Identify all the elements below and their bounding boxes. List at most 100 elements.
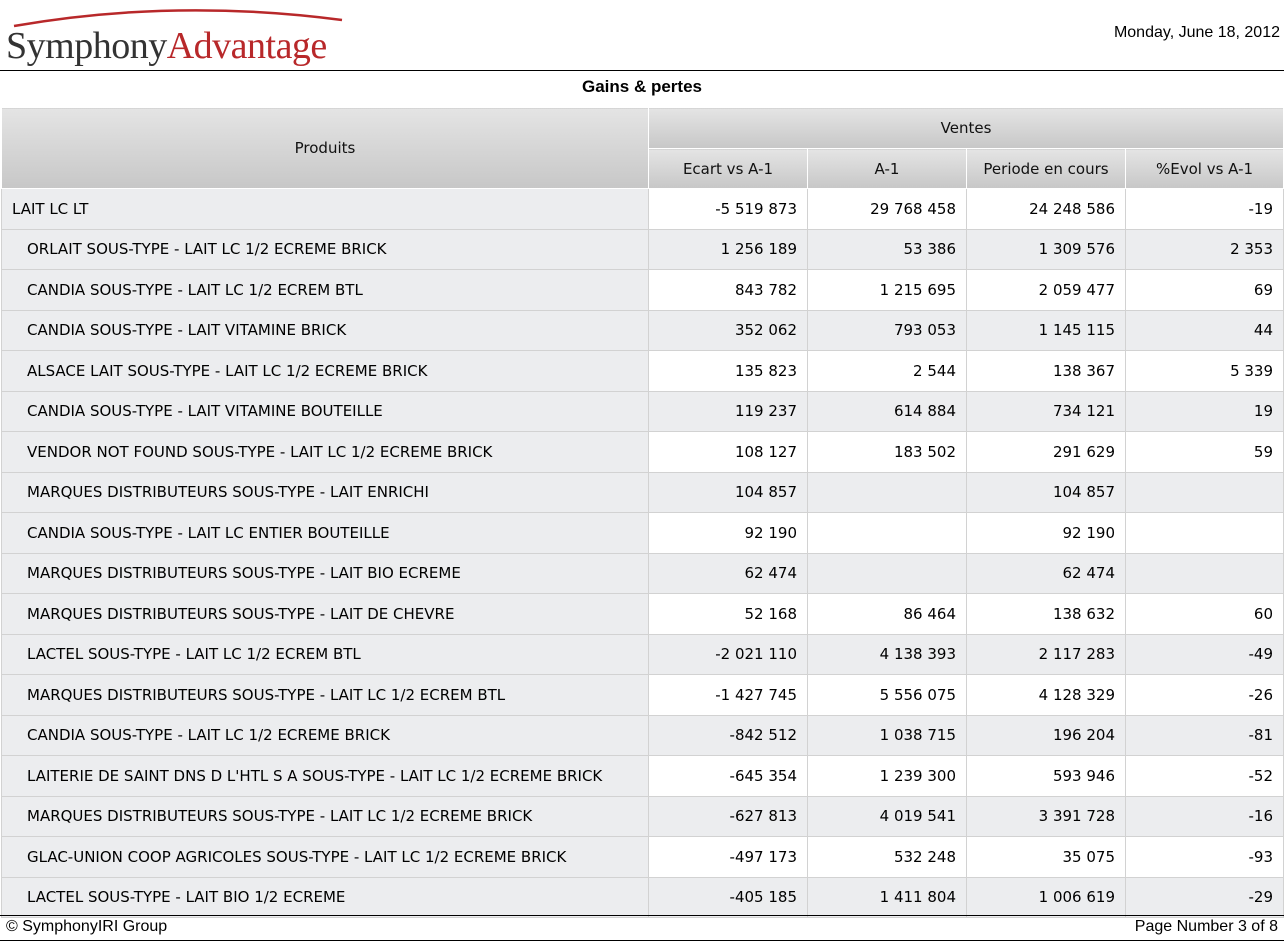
column-header-periode[interactable]: Periode en cours (966, 148, 1126, 189)
report-footer: © SymphonyIRI Group Page Number 3 of 8 (0, 915, 1284, 941)
ecart-cell: 843 782 (648, 269, 808, 311)
a1-cell (807, 552, 967, 594)
copyright-text: © SymphonyIRI Group (6, 918, 168, 935)
evol-cell (1124, 471, 1284, 513)
evol-cell: -93 (1124, 836, 1284, 878)
a1-cell: 4 019 541 (807, 795, 967, 837)
ecart-cell: 62 474 (648, 552, 808, 594)
report-title: Gains & pertes (582, 77, 702, 96)
ecart-cell: -627 813 (648, 795, 808, 837)
periode-cell: 138 632 (966, 593, 1126, 635)
a1-cell: 53 386 (807, 228, 967, 270)
periode-cell: 2 059 477 (966, 269, 1126, 311)
ecart-cell: 108 127 (648, 431, 808, 473)
report-header: SymphonyAdvantage Monday, June 18, 2012 (0, 0, 1284, 71)
a1-cell: 5 556 075 (807, 674, 967, 716)
ecart-cell: 135 823 (648, 350, 808, 392)
product-name-cell: LACTEL SOUS-TYPE - LAIT BIO 1/2 ECREME (1, 876, 649, 918)
product-name-cell: MARQUES DISTRIBUTEURS SOUS-TYPE - LAIT L… (1, 795, 649, 837)
evol-cell: -16 (1124, 795, 1284, 837)
a1-cell: 1 038 715 (807, 714, 967, 756)
table-row[interactable]: CANDIA SOUS-TYPE - LAIT LC ENTIER BOUTEI… (1, 512, 1284, 554)
page-number: Page Number 3 of 8 (1134, 918, 1278, 935)
table-row[interactable]: GLAC-UNION COOP AGRICOLES SOUS-TYPE - LA… (1, 836, 1284, 878)
evol-cell: -19 (1124, 188, 1284, 230)
column-header-evol[interactable]: %Evol vs A-1 (1124, 148, 1284, 189)
ecart-cell: 119 237 (648, 390, 808, 432)
table-row[interactable]: MARQUES DISTRIBUTEURS SOUS-TYPE - LAIT E… (1, 471, 1284, 513)
ecart-cell: -842 512 (648, 714, 808, 756)
a1-cell: 1 215 695 (807, 269, 967, 311)
product-name-cell: LAIT LC LT (1, 188, 649, 230)
product-name-cell: LAITERIE DE SAINT DNS D L'HTL S A SOUS-T… (1, 755, 649, 797)
ecart-cell: 352 062 (648, 309, 808, 351)
periode-cell: 734 121 (966, 390, 1126, 432)
table-row[interactable]: CANDIA SOUS-TYPE - LAIT LC 1/2 ECREM BTL… (1, 269, 1284, 311)
table-row[interactable]: CANDIA SOUS-TYPE - LAIT VITAMINE BRICK 35… (1, 309, 1284, 351)
a1-cell: 2 544 (807, 350, 967, 392)
evol-cell (1124, 552, 1284, 594)
periode-cell: 2 117 283 (966, 633, 1126, 675)
product-name-cell: CANDIA SOUS-TYPE - LAIT VITAMINE BOUTEIL… (1, 390, 649, 432)
ecart-cell: -1 427 745 (648, 674, 808, 716)
table-row[interactable]: MARQUES DISTRIBUTEURS SOUS-TYPE - LAIT L… (1, 795, 1284, 837)
logo-wordmark: SymphonyAdvantage (6, 24, 327, 68)
table-row[interactable]: CANDIA SOUS-TYPE - LAIT VITAMINE BOUTEIL… (1, 390, 1284, 432)
product-name-cell: CANDIA SOUS-TYPE - LAIT LC 1/2 ECREM BTL (1, 269, 649, 311)
periode-cell: 4 128 329 (966, 674, 1126, 716)
ecart-cell: 104 857 (648, 471, 808, 513)
a1-cell: 614 884 (807, 390, 967, 432)
product-name-cell: MARQUES DISTRIBUTEURS SOUS-TYPE - LAIT L… (1, 674, 649, 716)
periode-cell: 196 204 (966, 714, 1126, 756)
periode-cell: 3 391 728 (966, 795, 1126, 837)
a1-cell: 86 464 (807, 593, 967, 635)
product-name-cell: MARQUES DISTRIBUTEURS SOUS-TYPE - LAIT E… (1, 471, 649, 513)
ecart-cell: 92 190 (648, 512, 808, 554)
ecart-cell: -2 021 110 (648, 633, 808, 675)
ecart-cell: 52 168 (648, 593, 808, 635)
table-row[interactable]: LACTEL SOUS-TYPE - LAIT LC 1/2 ECREM BTL… (1, 633, 1284, 675)
a1-cell: 29 768 458 (807, 188, 967, 230)
column-header-produits[interactable]: Produits (1, 107, 649, 189)
evol-cell: -26 (1124, 674, 1284, 716)
a1-cell (807, 471, 967, 513)
periode-cell: 593 946 (966, 755, 1126, 797)
a1-cell: 183 502 (807, 431, 967, 473)
product-name-cell: LACTEL SOUS-TYPE - LAIT LC 1/2 ECREM BTL (1, 633, 649, 675)
periode-cell: 1 145 115 (966, 309, 1126, 351)
table-row[interactable]: MARQUES DISTRIBUTEURS SOUS-TYPE - LAIT L… (1, 674, 1284, 716)
table-row[interactable]: VENDOR NOT FOUND SOUS-TYPE - LAIT LC 1/2… (1, 431, 1284, 473)
table-row[interactable]: LAITERIE DE SAINT DNS D L'HTL S A SOUS-T… (1, 755, 1284, 797)
product-name-cell: MARQUES DISTRIBUTEURS SOUS-TYPE - LAIT D… (1, 593, 649, 635)
logo-advantage: Advantage (166, 25, 328, 67)
table-row[interactable]: ORLAIT SOUS-TYPE - LAIT LC 1/2 ECREME BR… (1, 228, 1284, 270)
evol-cell (1124, 512, 1284, 554)
table-row[interactable]: MARQUES DISTRIBUTEURS SOUS-TYPE - LAIT D… (1, 593, 1284, 635)
periode-cell: 92 190 (966, 512, 1126, 554)
a1-cell (807, 512, 967, 554)
product-name-cell: ORLAIT SOUS-TYPE - LAIT LC 1/2 ECREME BR… (1, 228, 649, 270)
evol-cell: -52 (1124, 755, 1284, 797)
a1-cell: 1 411 804 (807, 876, 967, 918)
a1-cell: 532 248 (807, 836, 967, 878)
ecart-cell: 1 256 189 (648, 228, 808, 270)
table-row[interactable]: ALSACE LAIT SOUS-TYPE - LAIT LC 1/2 ECRE… (1, 350, 1284, 392)
evol-cell: -81 (1124, 714, 1284, 756)
gains-losses-table: Produits Ventes Ecart vs A-1 A-1 Periode… (1, 107, 1284, 918)
product-name-cell: VENDOR NOT FOUND SOUS-TYPE - LAIT LC 1/2… (1, 431, 649, 473)
product-name-cell: MARQUES DISTRIBUTEURS SOUS-TYPE - LAIT B… (1, 552, 649, 594)
column-header-a1[interactable]: A-1 (807, 148, 967, 189)
column-header-ecart[interactable]: Ecart vs A-1 (648, 148, 808, 189)
a1-cell: 793 053 (807, 309, 967, 351)
product-name-cell: GLAC-UNION COOP AGRICOLES SOUS-TYPE - LA… (1, 836, 649, 878)
table-row[interactable]: LAIT LC LT -5 519 873 29 768 458 24 248 586… (1, 188, 1284, 230)
ecart-cell: -645 354 (648, 755, 808, 797)
table-row[interactable]: LACTEL SOUS-TYPE - LAIT BIO 1/2 ECREME -4… (1, 876, 1284, 918)
table-row[interactable]: MARQUES DISTRIBUTEURS SOUS-TYPE - LAIT B… (1, 552, 1284, 594)
table-row[interactable]: CANDIA SOUS-TYPE - LAIT LC 1/2 ECREME BR… (1, 714, 1284, 756)
column-group-ventes: Ventes (647, 107, 1284, 149)
evol-cell: 5 339 (1124, 350, 1284, 392)
periode-cell: 1 006 619 (966, 876, 1126, 918)
ecart-cell: -405 185 (648, 876, 808, 918)
periode-cell: 35 075 (966, 836, 1126, 878)
